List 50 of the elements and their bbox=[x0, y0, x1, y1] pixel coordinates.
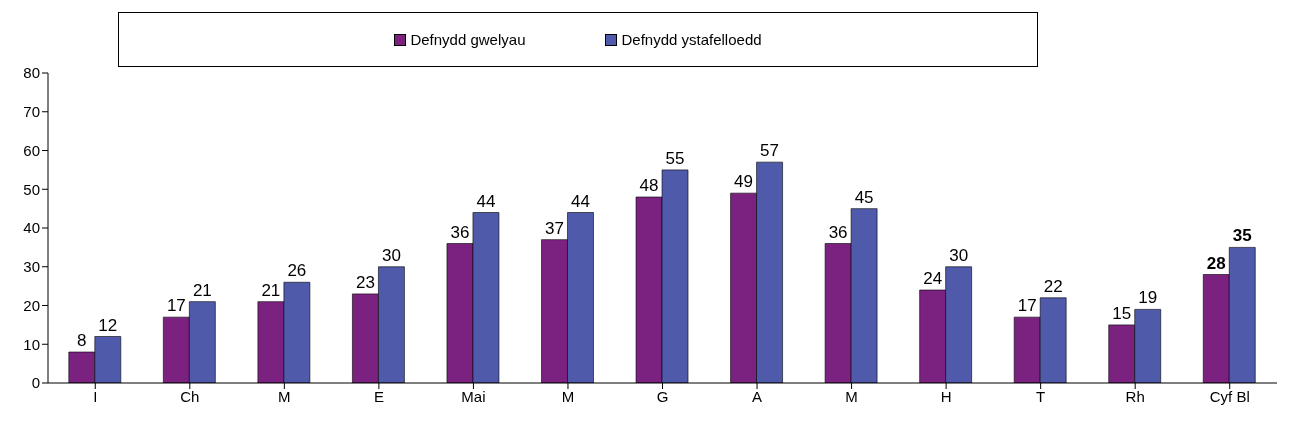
x-tick-label: E bbox=[373, 387, 384, 405]
y-tick-label: 80 bbox=[23, 64, 40, 82]
data-label: 24 bbox=[923, 269, 943, 288]
data-label: 30 bbox=[381, 245, 401, 265]
data-label: 48 bbox=[639, 176, 659, 195]
data-label: 37 bbox=[545, 218, 564, 238]
data-label: 49 bbox=[734, 172, 754, 192]
y-tick-label: 30 bbox=[23, 258, 40, 276]
x-tick-label: M bbox=[561, 387, 575, 405]
data-label: 17 bbox=[166, 296, 186, 316]
data-label: 22 bbox=[1043, 276, 1063, 296]
y-tick-label: 70 bbox=[23, 103, 40, 121]
x-tick-label: Mai bbox=[461, 387, 486, 405]
y-tick-label: 0 bbox=[31, 374, 40, 392]
data-label: 17 bbox=[1017, 296, 1037, 316]
x-tick-label: T bbox=[1036, 387, 1046, 405]
data-label: 55 bbox=[665, 148, 685, 168]
data-label: 36 bbox=[450, 222, 470, 242]
data-label: 45 bbox=[854, 187, 874, 207]
x-tick-label: Rh bbox=[1125, 387, 1145, 405]
y-tick-label: 50 bbox=[23, 180, 40, 198]
y-tick-label: 60 bbox=[23, 141, 40, 159]
x-tick-label: A bbox=[752, 387, 763, 405]
x-tick-label: G bbox=[656, 387, 669, 405]
x-tick-label: M bbox=[845, 387, 858, 405]
data-label: 44 bbox=[571, 191, 590, 211]
x-tick-label: Ch bbox=[180, 387, 200, 405]
x-tick-label: H bbox=[940, 387, 952, 405]
x-tick-label: Cyf Bl bbox=[1209, 387, 1250, 405]
data-label: 35 bbox=[1232, 226, 1252, 246]
legend-label: Defnydd gwelyau bbox=[409, 31, 526, 48]
data-label: 26 bbox=[287, 261, 307, 281]
data-label: 19 bbox=[1138, 288, 1158, 308]
data-label: 12 bbox=[98, 315, 118, 335]
data-label: 21 bbox=[192, 280, 212, 300]
data-label: 23 bbox=[355, 272, 375, 292]
data-label: 30 bbox=[949, 245, 969, 265]
y-tick-label: 20 bbox=[23, 296, 40, 314]
data-label: 36 bbox=[828, 222, 848, 242]
legend-label: Defnydd ystafelloedd bbox=[620, 31, 762, 48]
data-label: 15 bbox=[1112, 303, 1132, 323]
x-tick-label: I bbox=[93, 387, 98, 405]
y-tick-label: 40 bbox=[23, 219, 40, 237]
data-label: 28 bbox=[1206, 253, 1226, 273]
data-label: 44 bbox=[476, 191, 496, 211]
data-label: 8 bbox=[77, 331, 87, 350]
x-tick-label: M bbox=[278, 387, 291, 405]
data-label: 21 bbox=[261, 280, 281, 300]
data-label: 57 bbox=[760, 141, 780, 161]
y-tick-label: 10 bbox=[23, 335, 40, 353]
